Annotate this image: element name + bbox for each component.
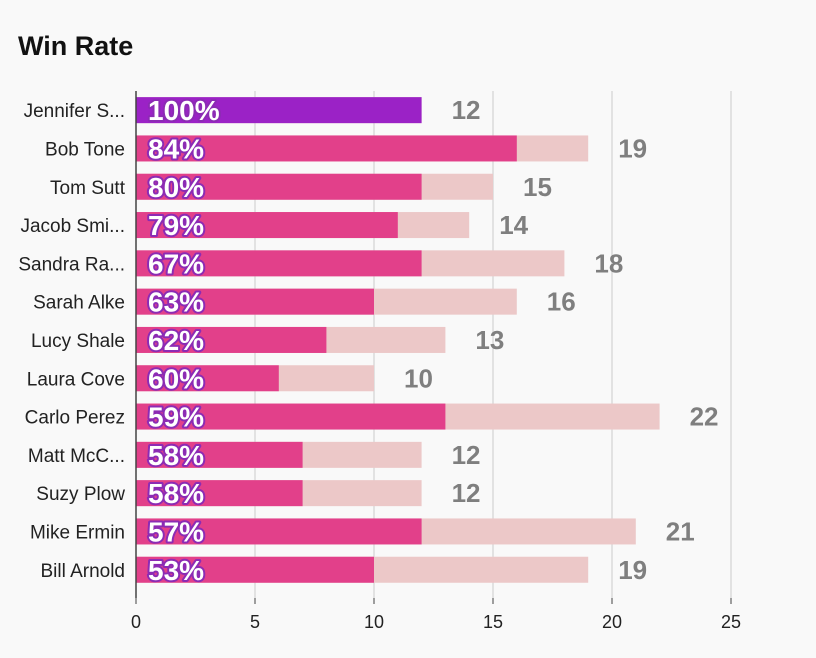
category-label: Lucy Shale <box>31 331 125 352</box>
category-label: Sarah Alke <box>33 293 125 314</box>
wins-bar <box>136 326 327 353</box>
x-tick-label: 20 <box>602 612 622 632</box>
total-label: 12 <box>452 95 481 125</box>
wins-bar <box>136 250 422 277</box>
win-rate-label: 63% <box>148 287 204 318</box>
win-rate-label: 84% <box>148 133 204 164</box>
category-label: Mike Ermin <box>30 522 125 543</box>
wins-bar <box>136 518 422 545</box>
total-label: 19 <box>618 133 647 163</box>
total-label: 21 <box>666 516 695 546</box>
bars <box>136 97 660 583</box>
x-tick-label: 10 <box>364 612 384 632</box>
wins-bar <box>136 556 374 583</box>
x-tick-label: 15 <box>483 612 503 632</box>
win-rate-label: 67% <box>148 248 204 279</box>
win-rate-label: 100% <box>148 95 220 126</box>
wins-bar <box>136 288 374 315</box>
category-label: Carlo Perez <box>25 408 125 429</box>
category-label: Bill Arnold <box>41 561 126 582</box>
category-label: Laura Cove <box>27 369 125 390</box>
total-label: 10 <box>404 363 433 393</box>
x-tick-label: 0 <box>131 612 141 632</box>
category-label: Jennifer S... <box>24 101 125 122</box>
win-rate-label: 53% <box>148 555 204 586</box>
labels: Jennifer S... 100% 12 Bob Tone 84% 19 Tom Sutt… <box>18 93 719 588</box>
category-label: Suzy Plow <box>36 484 125 505</box>
total-label: 22 <box>690 402 719 432</box>
total-label: 15 <box>523 172 552 202</box>
total-label: 12 <box>452 478 481 508</box>
win-rate-label: 79% <box>148 210 204 241</box>
win-rate-label: 59% <box>148 402 204 433</box>
total-label: 14 <box>499 210 528 240</box>
wins-bar <box>136 365 279 392</box>
win-rate-label: 80% <box>148 172 204 203</box>
category-label: Bob Tone <box>45 139 125 160</box>
win-rate-label: 58% <box>148 440 204 471</box>
win-rate-label: 57% <box>148 516 204 547</box>
wins-bar <box>136 173 422 200</box>
win-rate-label: 60% <box>148 363 204 394</box>
wins-bar <box>136 212 398 239</box>
x-axis: 0 5 10 15 20 25 <box>131 91 741 632</box>
total-label: 13 <box>475 325 504 355</box>
x-tick-label: 25 <box>721 612 741 632</box>
wins-bar <box>136 480 303 507</box>
wins-bar <box>136 403 446 430</box>
category-label: Tom Sutt <box>50 178 126 199</box>
wins-bar <box>136 135 517 162</box>
wins-bar <box>136 441 303 468</box>
total-label: 12 <box>452 440 481 470</box>
total-label: 19 <box>618 555 647 585</box>
wins-bar <box>136 97 422 124</box>
win-rate-label: 62% <box>148 325 204 356</box>
category-label: Sandra Ra... <box>18 254 125 275</box>
total-label: 18 <box>594 248 623 278</box>
chart-title: Win Rate <box>18 31 134 61</box>
x-tick-label: 5 <box>250 612 260 632</box>
category-label: Matt McC... <box>28 446 125 467</box>
total-label: 16 <box>547 287 576 317</box>
win-rate-label: 58% <box>148 478 204 509</box>
category-label: Jacob Smi... <box>20 216 125 237</box>
